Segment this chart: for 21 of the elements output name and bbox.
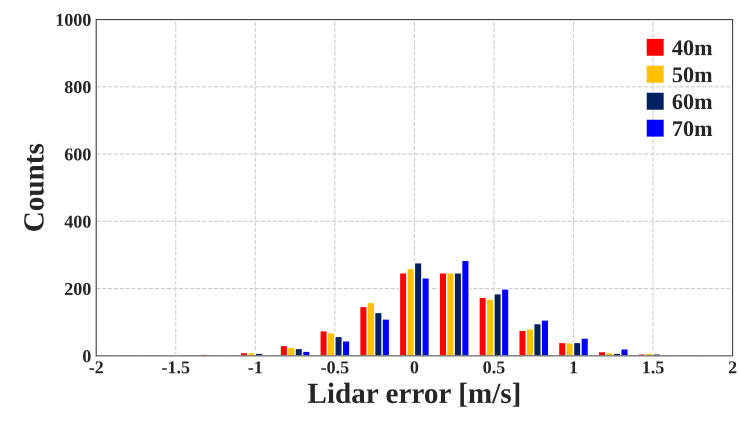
x-tick-label: -2 [89,361,103,374]
x-axis-title: Lidar error [m/s] [308,382,520,407]
y-tick-label: 400 [64,216,91,228]
y-tick-label: 600 [64,148,91,161]
legend-label: 40m [672,40,712,56]
y-tick-label: 0 [83,350,91,362]
y-tick-label: 800 [64,81,91,94]
x-tick-label: -1.5 [162,361,190,374]
x-tick-label: 0 [410,361,418,374]
x-tick-label: 1 [570,361,578,374]
y-tick-label: 200 [65,282,91,296]
x-tick-label: 2 [728,361,736,374]
x-tick-label: -1 [248,361,262,374]
x-tick-label: 0.5 [483,361,505,374]
x-tick-label: -0.5 [321,361,348,374]
legend-label: 70m [673,121,712,136]
y-tick-label: 1000 [56,14,91,26]
legend-label: 60m [672,94,712,110]
legend-label: 50m [672,67,712,82]
y-axis-title: Counts [24,144,44,231]
x-tick-label: 1.5 [643,361,664,374]
